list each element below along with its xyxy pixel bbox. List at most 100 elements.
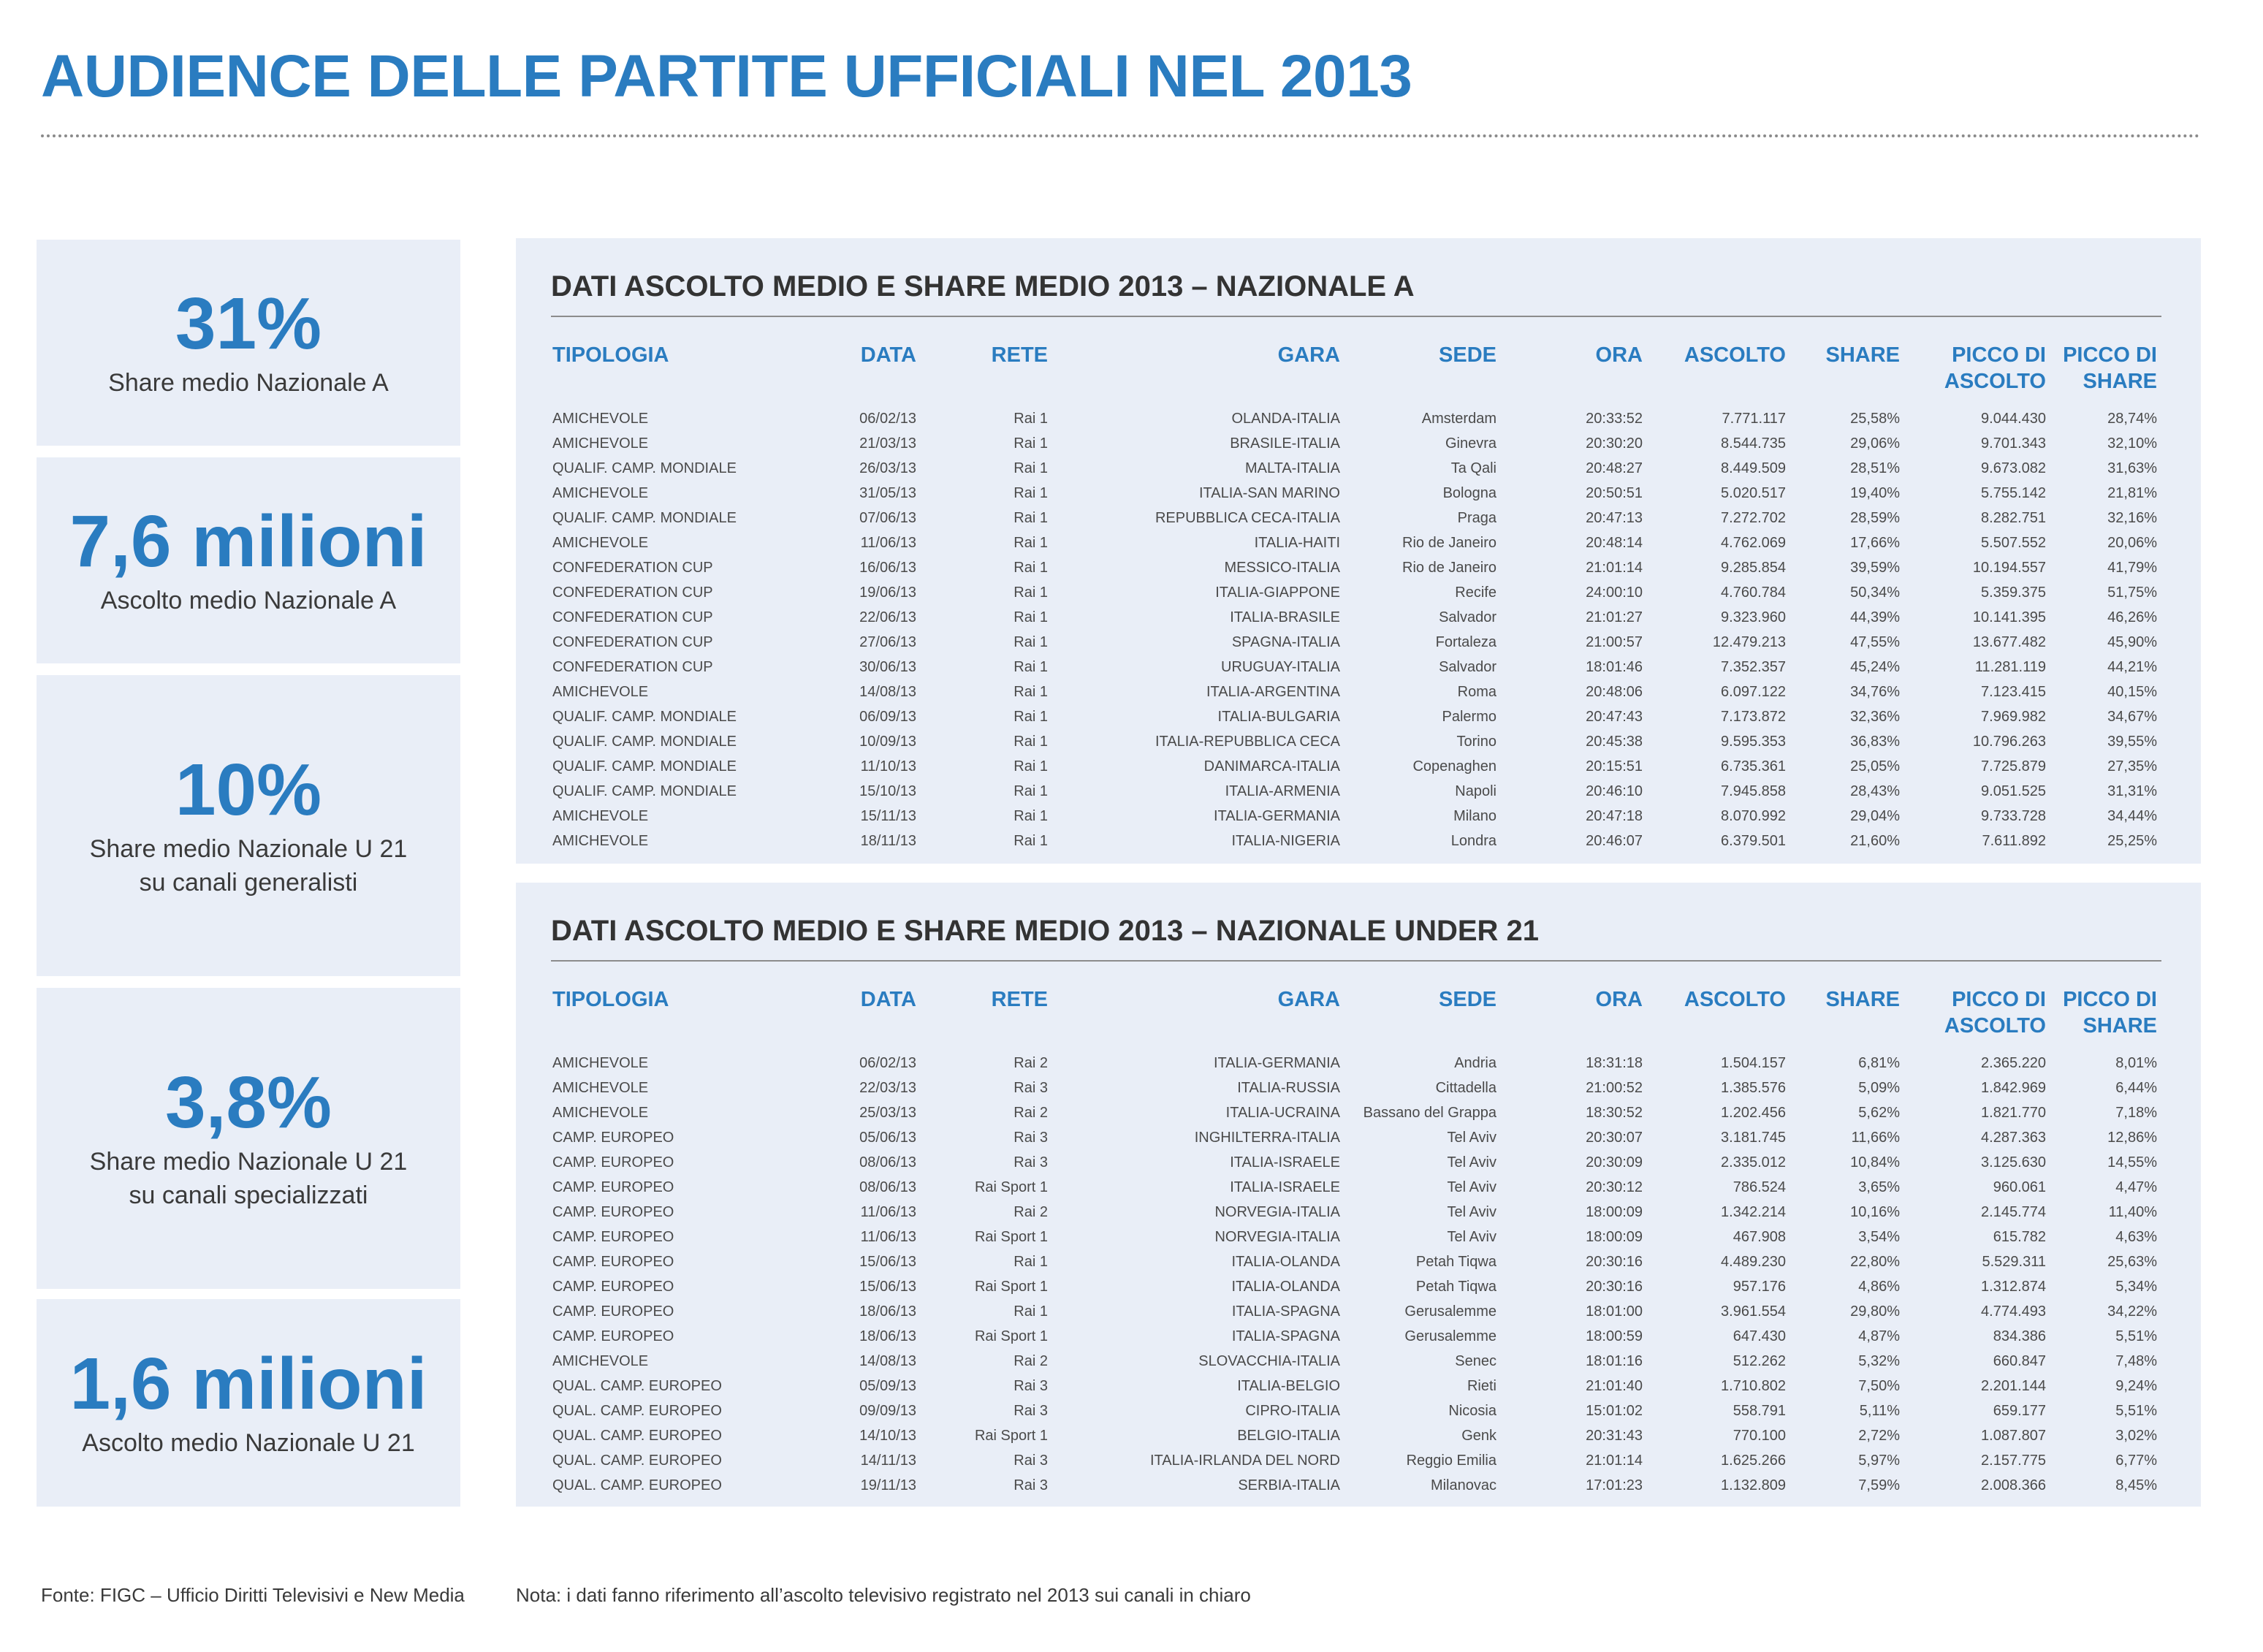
cell-sede: Milanovac <box>1430 1477 1496 1493</box>
cell-data: 22/06/13 <box>859 609 916 625</box>
cell-ascolto: 4.489.230 <box>1721 1254 1786 1270</box>
cell-ora: 18:30:52 <box>1586 1105 1643 1121</box>
column-header-rete: RETE <box>991 988 1048 1011</box>
cell-rete: Rai 1 <box>1013 734 1048 750</box>
cell-picco-ascolto: 615.782 <box>1993 1229 2046 1245</box>
cell-sede: Petah Tiqwa <box>1415 1279 1496 1295</box>
cell-sede: Torino <box>1456 734 1496 750</box>
cell-picco-ascolto: 2.008.366 <box>1981 1477 2046 1493</box>
cell-picco-ascolto: 5.529.311 <box>1982 1254 2047 1270</box>
cell-data: 06/02/13 <box>859 411 916 427</box>
cell-tipologia: QUALIF. CAMP. MONDIALE <box>552 460 737 476</box>
table-row: CAMP. EUROPEO 18/06/13 Rai Sport 1 ITALIA-S… <box>548 1324 2161 1349</box>
cell-data: 05/09/13 <box>859 1378 916 1394</box>
column-header-ascolto: ASCOLTO <box>1684 343 1786 367</box>
cell-share: 5,11% <box>1859 1403 1900 1419</box>
cell-tipologia: QUAL. CAMP. EUROPEO <box>552 1453 722 1469</box>
cell-ora: 20:30:16 <box>1586 1254 1643 1270</box>
cell-picco-share: 25,63% <box>2107 1254 2157 1270</box>
cell-sede: Nicosia <box>1448 1403 1496 1419</box>
cell-picco-ascolto: 5.359.375 <box>1981 585 2046 601</box>
cell-sede: Bassano del Grappa <box>1363 1105 1496 1121</box>
cell-ascolto: 1.710.802 <box>1721 1378 1786 1394</box>
cell-tipologia: AMICHEVOLE <box>552 435 649 452</box>
cell-gara: ITALIA-ISRAELE <box>1230 1179 1340 1195</box>
table-row: QUALIF. CAMP. MONDIALE 15/10/13 Rai 1 ITALI… <box>548 779 2161 804</box>
cell-picco-share: 5,51% <box>2115 1328 2157 1344</box>
cell-sede: Londra <box>1450 833 1496 849</box>
cell-picco-ascolto: 9.701.343 <box>1981 435 2046 452</box>
column-header-picco-share: PICCO DI SHARE <box>2063 343 2157 393</box>
cell-sede: Salvador <box>1439 659 1496 675</box>
cell-tipologia: QUAL. CAMP. EUROPEO <box>552 1403 722 1419</box>
cell-picco-share: 31,63% <box>2107 460 2157 476</box>
cell-sede: Ta Qali <box>1450 460 1496 476</box>
column-header-ora: ORA <box>1595 343 1643 367</box>
table-row: CONFEDERATION CUP 22/06/13 Rai 1 ITALIA-BRA… <box>548 605 2161 630</box>
cell-tipologia: AMICHEVOLE <box>552 684 649 700</box>
cell-gara: INGHILTERRA-ITALIA <box>1194 1130 1340 1146</box>
cell-ascolto: 8.070.992 <box>1721 808 1786 824</box>
cell-ora: 20:30:09 <box>1586 1154 1643 1171</box>
cell-rete: Rai Sport 1 <box>974 1279 1048 1295</box>
footnote: Nota: i dati fanno riferimento all’ascol… <box>516 1584 1251 1606</box>
cell-rete: Rai Sport 1 <box>974 1428 1048 1444</box>
table-row: AMICHEVOLE 21/03/13 Rai 1 BRASILE-ITALIA Gin… <box>548 431 2161 456</box>
cell-data: 26/03/13 <box>859 460 916 476</box>
cell-sede: Tel Aviv <box>1447 1179 1496 1195</box>
cell-gara: ITALIA-GIAPPONE <box>1215 585 1340 601</box>
cell-picco-ascolto: 7.969.982 <box>1981 709 2046 725</box>
cell-ascolto: 8.544.735 <box>1721 435 1786 452</box>
cell-ascolto: 12.479.213 <box>1712 634 1786 650</box>
cell-ascolto: 6.097.122 <box>1721 684 1786 700</box>
cell-gara: ITALIA-OLANDA <box>1231 1279 1340 1295</box>
cell-data: 11/06/13 <box>860 535 916 551</box>
cell-data: 11/06/13 <box>860 1229 916 1245</box>
table-row: CAMP. EUROPEO 05/06/13 Rai 3 INGHILTERRA-IT… <box>548 1125 2161 1150</box>
cell-ascolto: 1.504.157 <box>1721 1055 1786 1071</box>
cell-picco-ascolto: 2.201.144 <box>1981 1378 2046 1394</box>
cell-tipologia: CAMP. EUROPEO <box>552 1204 674 1220</box>
table-row: CAMP. EUROPEO 15/06/13 Rai 1 ITALIA-OLANDA P… <box>548 1249 2161 1274</box>
cell-tipologia: QUAL. CAMP. EUROPEO <box>552 1378 722 1394</box>
cell-data: 14/08/13 <box>859 684 916 700</box>
cell-rete: Rai 1 <box>1013 535 1048 551</box>
cell-sede: Tel Aviv <box>1447 1204 1496 1220</box>
table-row: AMICHEVOLE 06/02/13 Rai 1 OLANDA-ITALIA Amst… <box>548 406 2161 431</box>
cell-picco-ascolto: 5.507.552 <box>1981 535 2046 551</box>
cell-ascolto: 7.352.357 <box>1721 659 1786 675</box>
cell-tipologia: AMICHEVOLE <box>552 1080 649 1096</box>
cell-rete: Rai 3 <box>1013 1378 1048 1394</box>
cell-sede: Roma <box>1457 684 1496 700</box>
cell-rete: Rai 3 <box>1013 1154 1048 1171</box>
cell-ascolto: 2.335.012 <box>1721 1154 1786 1171</box>
cell-share: 10,16% <box>1850 1204 1900 1220</box>
panel-nazionale-u21: DATI ASCOLTO MEDIO E SHARE MEDIO 2013 – … <box>516 883 2201 1507</box>
cell-picco-ascolto: 4.774.493 <box>1981 1303 2046 1320</box>
cell-gara: NORVEGIA-ITALIA <box>1214 1204 1340 1220</box>
cell-ora: 21:01:14 <box>1586 1453 1643 1469</box>
cell-sede: Copenaghen <box>1412 758 1496 774</box>
cell-picco-ascolto: 9.051.525 <box>1981 783 2046 799</box>
cell-share: 19,40% <box>1850 485 1900 501</box>
cell-ascolto: 7.173.872 <box>1721 709 1786 725</box>
cell-tipologia: AMICHEVOLE <box>552 485 649 501</box>
cell-ascolto: 9.285.854 <box>1721 560 1786 576</box>
cell-data: 30/06/13 <box>859 659 916 675</box>
cell-data: 15/10/13 <box>859 783 916 799</box>
cell-gara: ITALIA-GERMANIA <box>1214 808 1340 824</box>
cell-rete: Rai 1 <box>1013 460 1048 476</box>
cell-gara: ITALIA-BRASILE <box>1230 609 1340 625</box>
cell-share: 5,62% <box>1858 1105 1900 1121</box>
cell-tipologia: CAMP. EUROPEO <box>552 1154 674 1171</box>
cell-ora: 20:47:18 <box>1586 808 1643 824</box>
cell-rete: Rai Sport 1 <box>974 1229 1048 1245</box>
cell-share: 44,39% <box>1850 609 1900 625</box>
column-header-gara: GARA <box>1277 343 1340 367</box>
cell-share: 29,80% <box>1850 1303 1900 1320</box>
cell-gara: BRASILE-ITALIA <box>1230 435 1340 452</box>
cell-picco-ascolto: 9.673.082 <box>1981 460 2046 476</box>
cell-ascolto: 7.945.858 <box>1721 783 1786 799</box>
cell-sede: Bologna <box>1442 485 1496 501</box>
cell-rete: Rai Sport 1 <box>974 1179 1048 1195</box>
